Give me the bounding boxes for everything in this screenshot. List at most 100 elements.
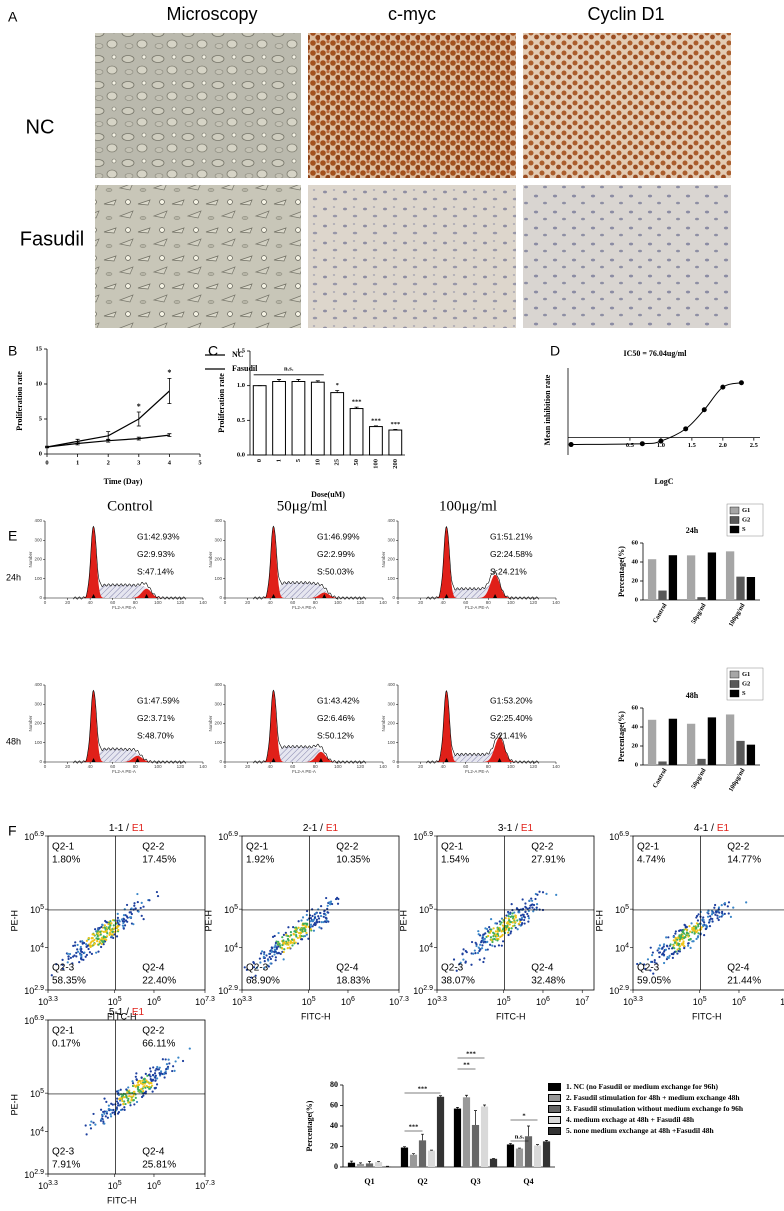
event-dot — [118, 920, 121, 923]
panel-label: A — [8, 9, 18, 25]
histogram-outline — [253, 525, 367, 600]
y-axis-label: Number — [208, 551, 213, 568]
event-dot — [134, 1085, 137, 1088]
histogram-g1-peak — [426, 690, 540, 762]
event-dot — [164, 1072, 167, 1075]
plot-title-id: 4-1 / — [694, 823, 714, 834]
y-tick-label: 200 — [387, 557, 395, 562]
tick-exponent: 6.9 — [228, 831, 238, 838]
plot-title: 3-1 /E1 — [498, 823, 534, 834]
event-dot — [297, 920, 300, 923]
event-dot — [87, 947, 90, 951]
event-dot — [682, 929, 685, 932]
y-tick-label: 102.9 — [609, 985, 629, 997]
event-dot — [676, 938, 679, 941]
x-tick-label: 100 — [334, 764, 342, 769]
histogram-g1-peak — [253, 526, 367, 598]
event-dot — [259, 952, 263, 955]
event-dot — [151, 1090, 154, 1093]
plot-title: 5-1 /E1 — [109, 1007, 145, 1018]
bar — [427, 1150, 436, 1167]
panel-label: B — [8, 343, 17, 359]
event-dot — [151, 1084, 154, 1087]
quadrant-name: Q2-4 — [336, 963, 359, 974]
event-dot — [273, 948, 276, 952]
event-dot — [696, 919, 700, 922]
event-dot — [142, 905, 145, 908]
event-dot — [723, 902, 727, 905]
tick-exponent: 4 — [40, 942, 44, 949]
histogram-g1-peak — [73, 526, 187, 598]
micrograph — [308, 33, 516, 178]
event-dot — [95, 951, 98, 954]
event-dot — [104, 1115, 107, 1118]
event-dot — [269, 957, 273, 961]
y-tick-label: 102.9 — [218, 985, 238, 997]
event-dot — [273, 934, 276, 938]
event-dot — [130, 1099, 133, 1102]
data-point — [568, 442, 574, 448]
event-dot — [511, 924, 515, 928]
event-dot — [677, 949, 680, 953]
chart-title: 48h — [686, 691, 699, 700]
event-dot — [97, 950, 100, 953]
x-axis-label: Dose(uM) — [311, 490, 345, 499]
event-dot — [109, 1115, 113, 1118]
tick-base: 10 — [419, 906, 429, 916]
event-dot — [135, 1078, 138, 1081]
tick-exponent: 5 — [625, 904, 629, 911]
quadrant-percentage: 22.40% — [142, 976, 176, 987]
event-dot — [674, 930, 677, 933]
event-dot — [681, 935, 685, 938]
bar — [252, 385, 267, 456]
x-axis-label: FL2-A PE-A — [465, 769, 489, 774]
event-dot — [130, 912, 133, 916]
event-dot — [117, 928, 120, 932]
event-dot — [136, 900, 139, 904]
event-dot — [243, 966, 246, 969]
event-dot — [674, 939, 677, 942]
x-tick-label: 106 — [732, 996, 746, 1008]
event-dot — [250, 976, 253, 979]
quadrant-name: Q2-3 — [441, 963, 464, 974]
event-dot — [282, 939, 285, 942]
event-dot — [168, 1062, 171, 1065]
event-dot — [329, 903, 332, 906]
legend-label: G2 — [742, 516, 750, 523]
event-dot — [255, 966, 259, 969]
event-dot — [697, 932, 700, 935]
event-dot — [507, 915, 510, 918]
quadrant-name: Q2-3 — [246, 963, 269, 974]
event-dot — [478, 958, 481, 961]
plot-frame — [47, 835, 206, 991]
event-dot — [492, 935, 495, 938]
event-dot — [713, 906, 716, 909]
y-tick-label: 0 — [392, 595, 395, 600]
event-dot — [287, 934, 290, 938]
event-dot — [669, 943, 672, 946]
peak-marker — [271, 758, 276, 762]
event-dot — [128, 916, 132, 919]
x-tick-label: 0 — [397, 764, 400, 769]
event-dot — [161, 1072, 164, 1076]
event-dot — [136, 1081, 140, 1084]
event-dot — [497, 944, 501, 947]
x-tick-label: 106 — [536, 996, 550, 1008]
x-axis-label: LogC — [654, 477, 673, 486]
plot-title: 1-1 /E1 — [109, 823, 145, 834]
event-dot — [171, 1069, 174, 1073]
tick-exponent: 7 — [585, 996, 589, 1003]
event-dot — [721, 913, 724, 916]
event-dot — [672, 944, 675, 947]
y-tick-label: 102.9 — [24, 985, 44, 997]
quadrant-percentage: 1.80% — [52, 855, 80, 866]
event-dot — [112, 1108, 115, 1112]
event-dot — [140, 901, 143, 904]
error-bar — [411, 1153, 415, 1155]
tick-base: 10 — [24, 1170, 34, 1180]
event-dot — [692, 940, 695, 943]
quadrant-percentage: 27.91% — [531, 855, 565, 866]
event-dot — [83, 951, 86, 954]
x-tick-label: 107.3 — [389, 996, 409, 1008]
event-dot — [663, 950, 666, 953]
